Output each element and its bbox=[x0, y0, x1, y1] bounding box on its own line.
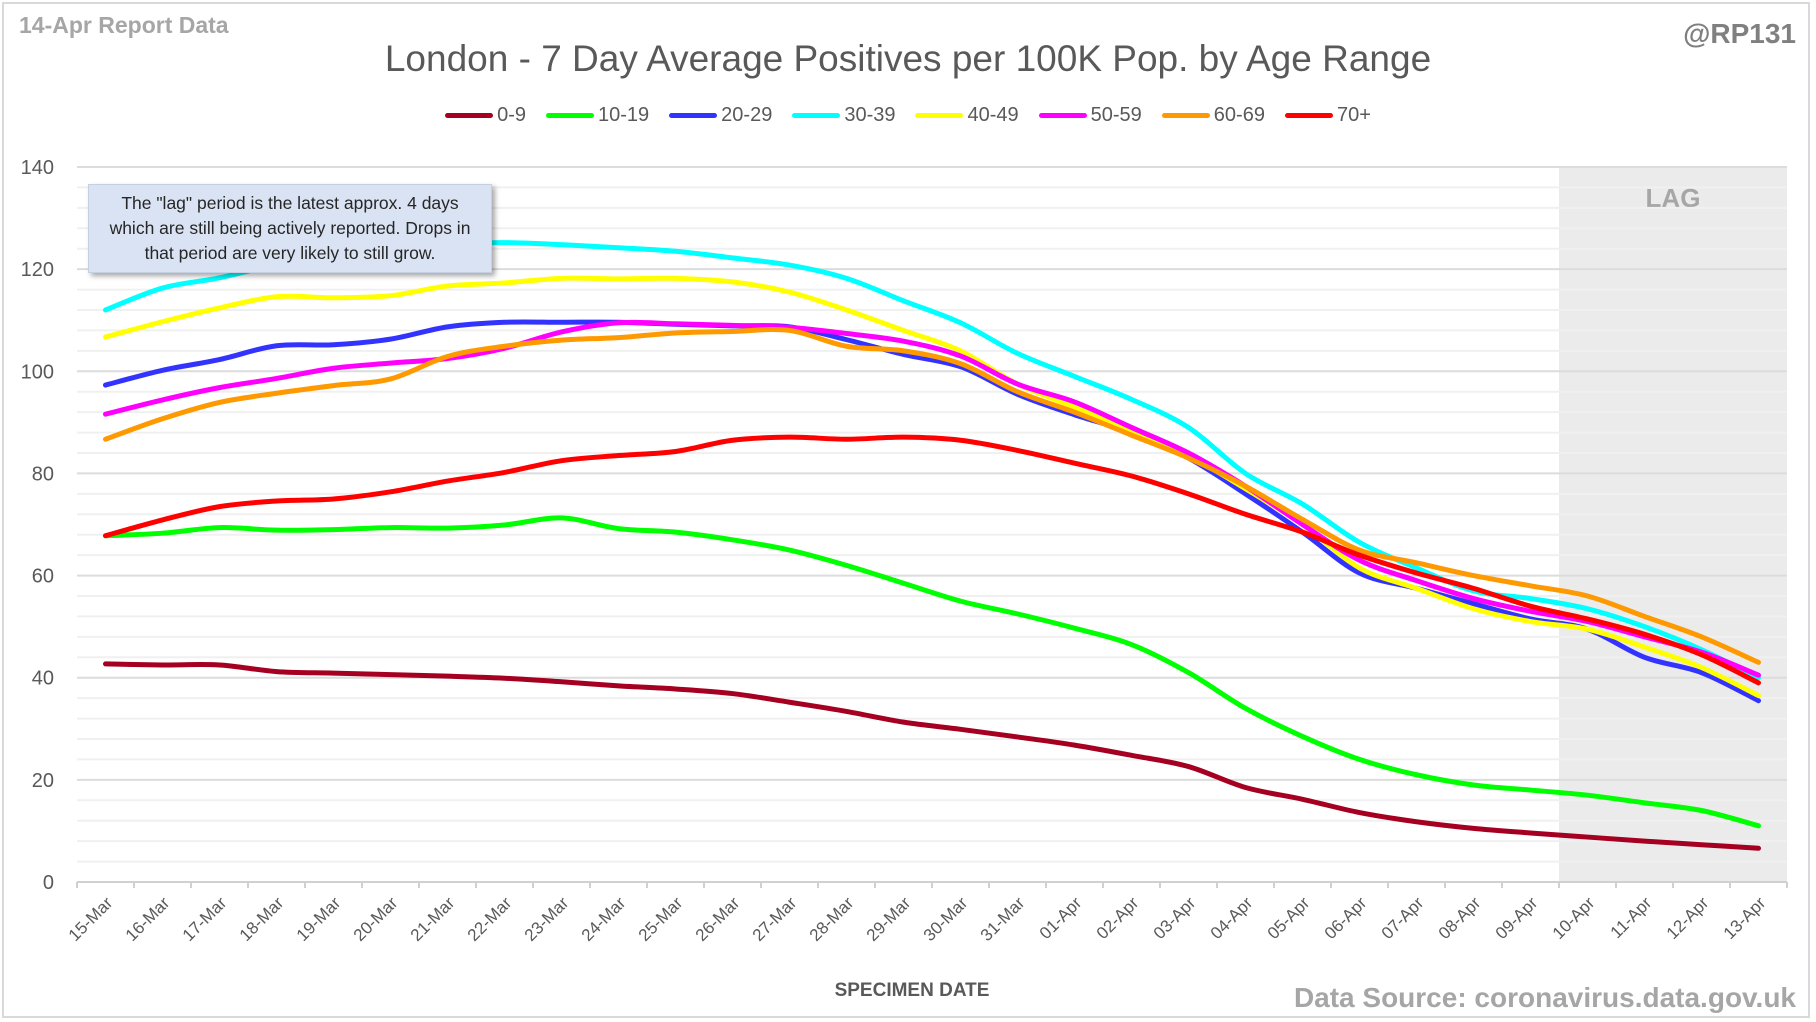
x-tick-label: 28-Mar bbox=[806, 893, 858, 945]
legend-swatch bbox=[1161, 113, 1210, 118]
legend-item: 50-59 bbox=[1038, 104, 1142, 127]
legend-item: 20-29 bbox=[669, 104, 772, 127]
y-tick-label: 120 bbox=[21, 259, 54, 281]
x-tick-label: 04-Apr bbox=[1207, 893, 1257, 943]
x-tick-label: 05-Apr bbox=[1264, 893, 1314, 943]
legend-item: 70+ bbox=[1284, 104, 1371, 127]
series-line-60-69 bbox=[103, 326, 1761, 665]
author-handle: @RP131 bbox=[1683, 18, 1796, 49]
legend-item: 40-49 bbox=[915, 104, 1019, 127]
legend-label: 60-69 bbox=[1213, 104, 1265, 126]
legend-label: 70+ bbox=[1336, 104, 1371, 126]
series-line-20-29 bbox=[103, 319, 1761, 704]
x-tick-label: 19-Mar bbox=[293, 893, 345, 945]
report-date-label: 14-Apr Report Data bbox=[19, 12, 229, 38]
x-tick-label: 07-Apr bbox=[1378, 893, 1428, 943]
x-tick-label: 09-Apr bbox=[1492, 893, 1542, 943]
x-tick-label: 02-Apr bbox=[1093, 893, 1143, 943]
legend-item: 30-39 bbox=[792, 104, 895, 127]
legend-label: 30-39 bbox=[844, 104, 896, 126]
x-tick-label: 25-Mar bbox=[635, 893, 687, 945]
series-line-50-59 bbox=[103, 319, 1761, 678]
legend-swatch bbox=[669, 113, 718, 118]
series-line-70plus bbox=[103, 434, 1761, 686]
legend-item: 10-19 bbox=[546, 104, 649, 127]
y-tick-label: 80 bbox=[32, 463, 54, 485]
x-tick-label: 26-Mar bbox=[692, 893, 744, 945]
x-tick-label: 21-Mar bbox=[407, 893, 459, 945]
x-tick-label: 12-Apr bbox=[1663, 893, 1713, 943]
x-axis-title: SPECIMEN DATE bbox=[835, 980, 990, 1001]
legend-label: 20-29 bbox=[721, 104, 773, 126]
series-line-40-49 bbox=[103, 275, 1761, 699]
x-tick-label: 03-Apr bbox=[1150, 893, 1200, 943]
x-tick-label: 27-Mar bbox=[749, 893, 801, 945]
x-tick-label: 10-Apr bbox=[1549, 893, 1599, 943]
y-tick-label: 0 bbox=[43, 872, 54, 894]
x-tick-label: 01-Apr bbox=[1036, 893, 1086, 943]
x-tick-label: 24-Mar bbox=[578, 893, 630, 945]
legend-swatch bbox=[1038, 113, 1087, 118]
x-tick-label: 15-Mar bbox=[65, 893, 117, 945]
legend-item: 0-9 bbox=[445, 104, 526, 127]
x-tick-label: 20-Mar bbox=[350, 893, 402, 945]
y-tick-label: 60 bbox=[32, 566, 54, 588]
data-source: Data Source: coronavirus.data.gov.uk bbox=[1293, 982, 1796, 1013]
x-tick-label: 18-Mar bbox=[236, 893, 288, 945]
legend-swatch bbox=[546, 113, 595, 118]
x-tick-label: 11-Apr bbox=[1607, 893, 1656, 942]
legend-swatch bbox=[445, 113, 494, 118]
legend-swatch bbox=[792, 113, 841, 118]
lag-annotation: The "lag" period is the latest approx. 4… bbox=[88, 184, 492, 273]
chart-title: London - 7 Day Average Positives per 100… bbox=[384, 38, 1432, 79]
x-tick-label: 31-Mar bbox=[977, 893, 1029, 945]
lag-region bbox=[1559, 167, 1787, 882]
x-tick-label: 16-Mar bbox=[122, 893, 174, 945]
x-tick-label: 08-Apr bbox=[1435, 893, 1485, 943]
x-tick-label: 22-Mar bbox=[464, 893, 516, 945]
x-tick-label: 29-Mar bbox=[863, 893, 915, 945]
y-tick-label: 40 bbox=[32, 668, 54, 690]
legend-label: 10-19 bbox=[598, 104, 650, 126]
y-tick-label: 20 bbox=[32, 770, 54, 792]
series-line-10-19 bbox=[103, 515, 1761, 829]
x-tick-label: 30-Mar bbox=[920, 893, 972, 945]
legend: 0-9 10-19 20-29 30-39 40-49 50-59 60-69 70+ bbox=[0, 104, 1816, 127]
legend-item: 60-69 bbox=[1161, 104, 1265, 127]
legend-swatch bbox=[1284, 113, 1333, 118]
series-line-0-9 bbox=[103, 661, 1761, 851]
x-tick-label: 17-Mar bbox=[179, 893, 231, 945]
y-tick-label: 100 bbox=[21, 361, 54, 383]
legend-swatch bbox=[915, 113, 964, 118]
x-tick-label: 23-Mar bbox=[521, 893, 573, 945]
legend-label: 40-49 bbox=[967, 104, 1019, 126]
legend-label: 50-59 bbox=[1090, 104, 1142, 126]
x-tick-label: 06-Apr bbox=[1321, 893, 1371, 943]
y-tick-label: 140 bbox=[21, 157, 54, 179]
x-tick-label: 13-Apr bbox=[1720, 893, 1770, 943]
legend-label: 0-9 bbox=[497, 104, 527, 126]
